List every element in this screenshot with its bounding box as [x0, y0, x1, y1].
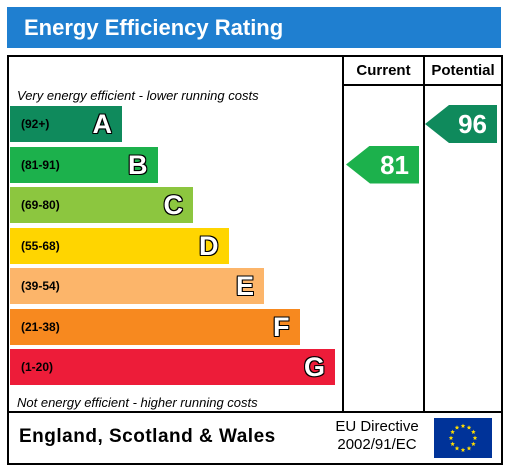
- current-rating-value: 81: [380, 149, 409, 180]
- band-letter-label: A: [92, 109, 113, 139]
- band-letter-label: F: [273, 311, 290, 342]
- current-rating-arrow: 81: [346, 145, 419, 184]
- eu-flag-stars: [448, 423, 478, 452]
- eu-star-icon: [471, 429, 476, 434]
- current-column-header: Current: [356, 62, 411, 79]
- top-note: Very energy efficient - lower running co…: [17, 88, 259, 103]
- footer-divider: [9, 411, 501, 413]
- directive-line-1: EU Directive: [335, 418, 419, 435]
- band-range-label: (1-20): [21, 360, 54, 374]
- band-range-label: (81-91): [21, 157, 60, 172]
- potential-rating-value: 96: [458, 109, 487, 139]
- potential-rating-arrow: 96: [425, 105, 497, 143]
- current-column-divider: [342, 57, 344, 413]
- page-title: Energy Efficiency Rating: [24, 15, 284, 40]
- band-range-label: (55-68): [21, 238, 60, 253]
- band-a: (92+) A: [10, 106, 122, 142]
- band-letter-label: G: [303, 352, 325, 382]
- footer-directive: EU Directive 2002/91/EC: [327, 418, 427, 454]
- band-g: (1-20) G: [10, 349, 335, 385]
- band-c: (69-80) C: [10, 187, 193, 223]
- band-f: (21-38) F: [10, 308, 300, 345]
- eu-flag-icon: [434, 418, 492, 458]
- footer-country: England, Scotland & Wales: [19, 426, 276, 447]
- band-range-label: (69-80): [21, 198, 60, 212]
- band-letter-label: D: [199, 230, 219, 261]
- band-letter-label: B: [128, 149, 148, 180]
- eu-star-icon: [450, 429, 455, 434]
- rating-frame: Current Potential Very energy efficient …: [7, 55, 503, 465]
- header-divider: [342, 84, 501, 86]
- eu-star-icon: [448, 435, 454, 440]
- band-d: (55-68) D: [10, 227, 229, 264]
- eu-star-icon: [466, 445, 472, 451]
- bottom-note: Not energy efficient - higher running co…: [17, 395, 258, 410]
- band-e: (39-54) E: [10, 268, 264, 304]
- band-b: (81-91) B: [10, 146, 158, 183]
- directive-line-2: 2002/91/EC: [337, 436, 417, 453]
- eu-star-icon: [450, 441, 455, 446]
- band-range-label: (39-54): [21, 279, 60, 293]
- potential-column-divider: [423, 57, 425, 413]
- potential-column-header: Potential: [431, 62, 495, 79]
- eu-star-icon: [460, 447, 466, 452]
- eu-star-icon: [454, 425, 460, 430]
- eu-star-icon: [460, 423, 466, 428]
- eu-star-icon: [466, 425, 472, 430]
- band-range-label: (92+): [21, 117, 50, 131]
- band-letter-label: E: [235, 271, 254, 301]
- eu-star-icon: [471, 441, 476, 446]
- eu-star-icon: [454, 445, 460, 451]
- band-range-label: (21-38): [21, 319, 60, 334]
- band-letter-label: C: [163, 190, 184, 220]
- title-bar: Energy Efficiency Rating: [7, 7, 501, 48]
- eu-star-icon: [472, 435, 478, 440]
